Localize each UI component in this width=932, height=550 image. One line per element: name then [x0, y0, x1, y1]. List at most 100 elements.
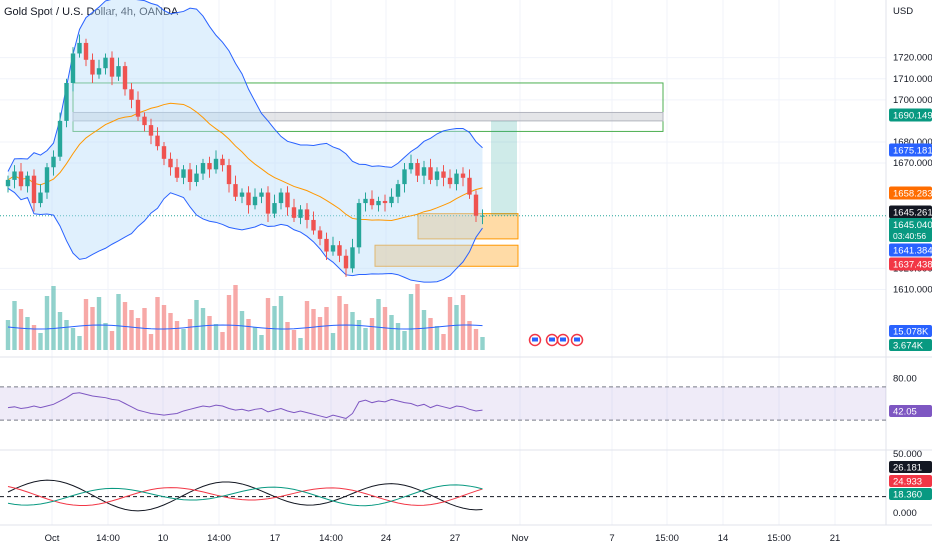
- candle-body: [200, 163, 206, 174]
- time-tick-label: 27: [450, 533, 461, 544]
- time-tick-label: 17: [270, 533, 281, 544]
- orange-box-zone: [374, 244, 519, 267]
- candle-body: [265, 192, 271, 214]
- volume-bar: [142, 308, 147, 350]
- event-markers: [528, 333, 584, 347]
- candle-body: [311, 219, 316, 231]
- time-tick-label: 10: [158, 533, 169, 544]
- candle-body: [57, 120, 63, 157]
- price-badge-label: 1637.438: [893, 260, 932, 271]
- candle-body: [155, 135, 160, 147]
- time-tick-label: 14:00: [319, 533, 343, 544]
- candle-body: [83, 42, 89, 60]
- volume-bar: [421, 310, 427, 350]
- price-badge: [889, 205, 932, 219]
- candle-body: [408, 163, 414, 170]
- volume-bar: [207, 316, 212, 350]
- candle-body: [278, 192, 284, 204]
- volume-bar: [148, 334, 154, 350]
- osc-badge-label: 18.360: [893, 490, 922, 501]
- volume-bar: [408, 294, 414, 350]
- volume-bar: [441, 334, 446, 350]
- rsi-badge: [889, 405, 932, 417]
- candle-body: [337, 245, 342, 256]
- osc-line-1: [7, 485, 483, 507]
- volume-bar: [363, 328, 368, 350]
- volume-bar: [278, 296, 284, 350]
- candle-body: [44, 167, 50, 193]
- osc-badge-label: 26.181: [893, 463, 922, 474]
- candle-body: [421, 167, 427, 176]
- candle-body: [64, 82, 69, 121]
- candle-body: [480, 215, 485, 217]
- candle-body: [129, 89, 134, 100]
- time-tick-label: 14:00: [207, 533, 231, 544]
- rsi-line: [7, 392, 483, 419]
- candle-body: [174, 167, 180, 178]
- volume-bar: [428, 318, 433, 350]
- price-badge: [889, 108, 932, 122]
- candle-body: [441, 171, 446, 178]
- volume-bar: [135, 318, 141, 350]
- volume-bar: [324, 307, 329, 350]
- volume-bar: [51, 286, 56, 350]
- candle-body: [415, 163, 420, 176]
- time-tick-label: 24: [381, 533, 392, 544]
- price-badge: [889, 257, 932, 271]
- candle-body: [233, 184, 238, 197]
- volume-bar: [415, 284, 420, 350]
- volume-bar: [467, 321, 472, 350]
- candle-body: [207, 163, 212, 170]
- candles: [5, 34, 485, 277]
- volume-bar: [213, 324, 219, 350]
- time-tick-label: 14:00: [96, 533, 120, 544]
- volume-bar: [83, 299, 89, 350]
- volume-ma: [7, 324, 483, 330]
- volume-bar: [181, 329, 186, 350]
- volume-bar: [220, 332, 225, 350]
- volume-bar: [200, 308, 206, 350]
- volume-bar: [103, 323, 108, 350]
- volume-bar: [246, 319, 251, 350]
- volume-bar: [194, 300, 199, 350]
- candle-body: [239, 192, 245, 197]
- candle-body: [226, 165, 232, 185]
- candle-body: [298, 209, 303, 218]
- candle-body: [122, 66, 128, 90]
- volume-bar: [239, 311, 245, 350]
- candle-body: [51, 156, 56, 168]
- price-badge-label: 1658.283: [893, 189, 932, 200]
- volume-bar: [25, 317, 30, 350]
- green-box-zone: [72, 82, 664, 132]
- rsi-pane: [0, 386, 886, 421]
- volume-bar: [434, 326, 440, 350]
- candle-body: [213, 158, 219, 170]
- candle-body: [70, 53, 76, 83]
- candle-body: [447, 177, 453, 185]
- volume-bar: [168, 313, 173, 350]
- candle-body: [116, 66, 121, 77]
- candle-body: [181, 169, 186, 178]
- volume-bar: [96, 297, 102, 350]
- candle-body: [90, 59, 95, 75]
- volume-bar: [298, 338, 303, 350]
- volume-bar: [12, 301, 17, 350]
- candle-body: [187, 169, 193, 182]
- candle-body: [194, 173, 199, 182]
- candle-body: [317, 230, 323, 239]
- candle-body: [324, 238, 329, 252]
- price-tick-label: 1710.000: [893, 74, 932, 85]
- volume-bar: [265, 298, 271, 350]
- event-flag-inner: [532, 337, 538, 342]
- rsi-tick-label: 80.00: [893, 374, 917, 385]
- osc-badge-label: 24.933: [893, 477, 922, 488]
- volume-bar: [233, 285, 238, 350]
- volume-bar: [350, 312, 355, 350]
- volume-bar: [317, 317, 323, 350]
- osc-line-0: [7, 479, 483, 512]
- time-tick-label: 15:00: [655, 533, 679, 544]
- price-badge: [889, 243, 932, 257]
- price-badge-label: 1675.181: [893, 146, 932, 157]
- chart-title: Gold Spot / U.S. Dollar, 4h, OANDA: [4, 6, 179, 18]
